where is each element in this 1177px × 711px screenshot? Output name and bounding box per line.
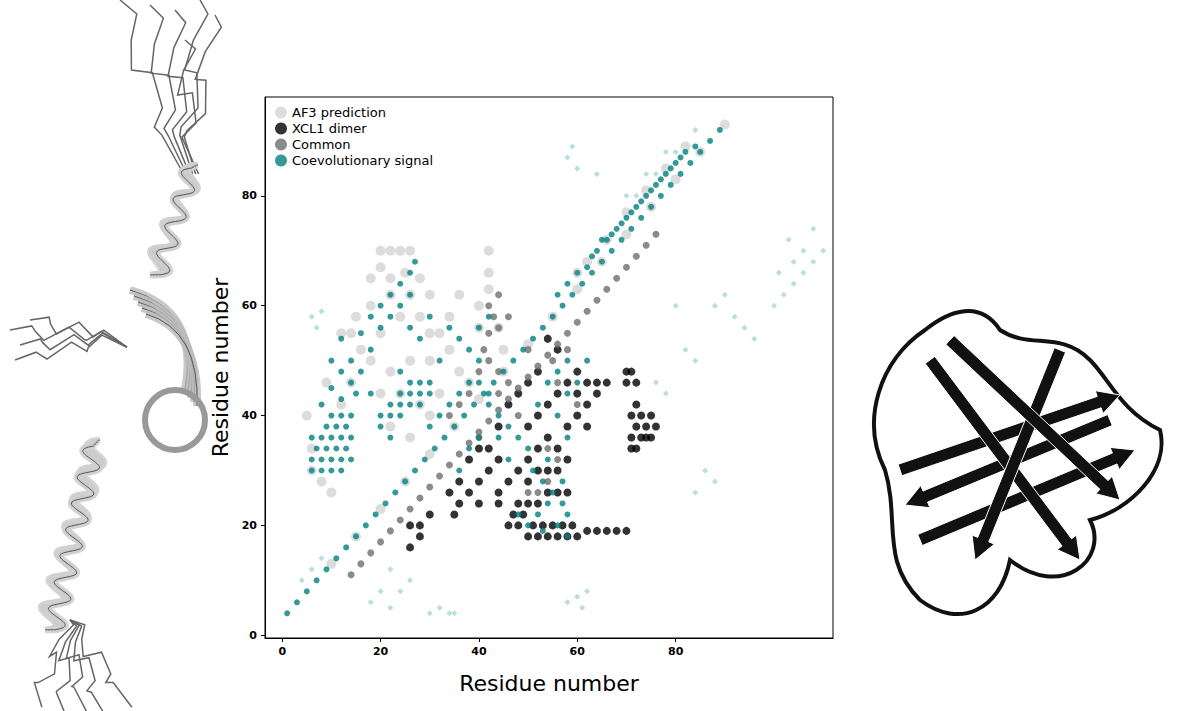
svg-text:XCL1 dimer: XCL1 dimer	[292, 121, 367, 136]
svg-text:Coevolutionary signal: Coevolutionary signal	[292, 153, 433, 168]
svg-text:20: 20	[373, 645, 389, 658]
svg-text:Residue number: Residue number	[459, 671, 640, 696]
svg-text:20: 20	[242, 519, 258, 532]
svg-text:Residue number: Residue number	[208, 277, 233, 458]
svg-text:60: 60	[570, 645, 586, 658]
svg-text:40: 40	[471, 645, 487, 658]
svg-text:60: 60	[242, 299, 258, 312]
svg-text:0: 0	[278, 645, 286, 658]
svg-text:Common: Common	[292, 137, 351, 152]
svg-text:80: 80	[242, 189, 258, 202]
svg-text:AF3 prediction: AF3 prediction	[292, 105, 386, 120]
svg-text:0: 0	[249, 629, 257, 642]
svg-text:80: 80	[668, 645, 684, 658]
svg-text:40: 40	[242, 409, 258, 422]
